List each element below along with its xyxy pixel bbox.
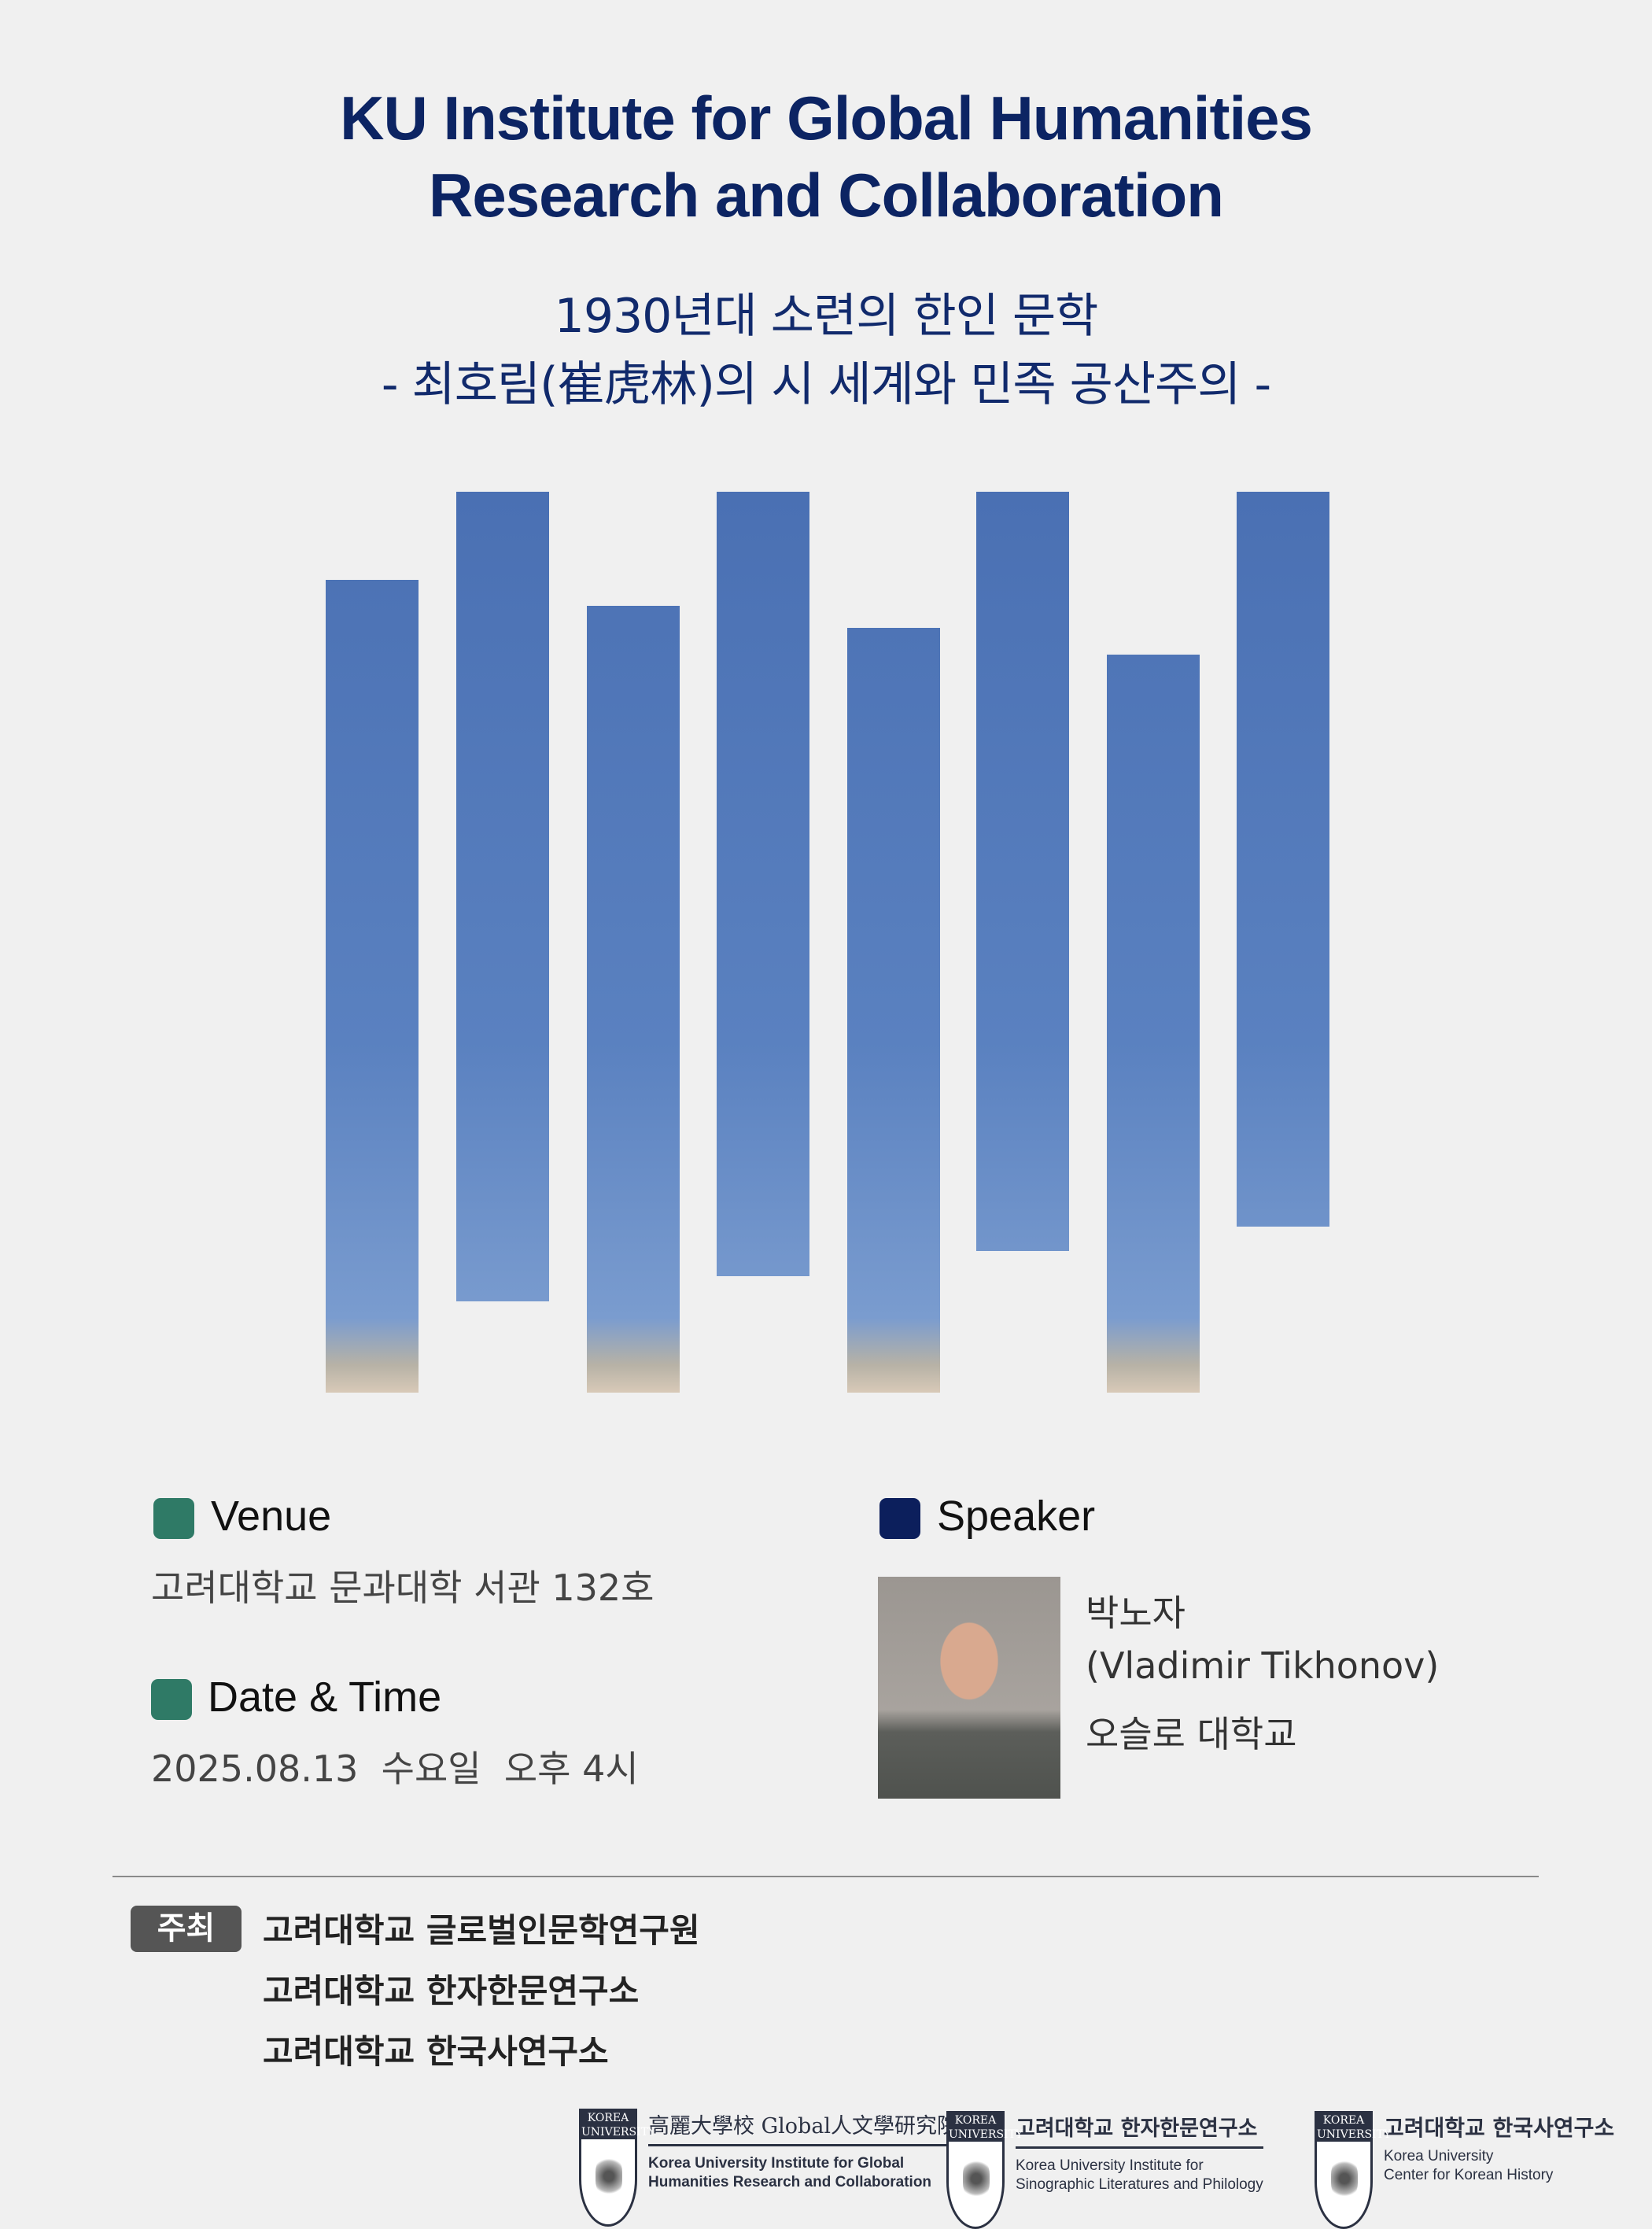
host-item: 고려대학교 한자한문연구소 [263, 1972, 640, 2010]
logo-title: 高麗大學校 Global人文學研究院 [648, 2109, 959, 2146]
photo-strip [326, 580, 419, 1393]
korea-university-emblem-icon: KOREA UNIVERSITY [579, 2109, 655, 2227]
host-item: 고려대학교 글로벌인문학연구원 [263, 1911, 700, 1950]
logo-global-humanities: KOREA UNIVERSITY 高麗大學校 Global人文學研究院 Kore… [579, 2109, 959, 2227]
logo-english: Korea University Center for Korean Histor… [1384, 2148, 1554, 2183]
subtitle-line-2: - 최호림(崔虎林)의 시 세계와 민족 공산주의 - [381, 357, 1271, 412]
korea-university-emblem-icon: KOREA UNIVERSITY [946, 2111, 1023, 2229]
photo-strip [1237, 492, 1329, 1227]
speaker-marker [879, 1498, 920, 1539]
title-line-1: KU Institute for Global Humanities [340, 83, 1313, 153]
datetime-label: Date & Time [208, 1674, 442, 1721]
photo-strip [717, 492, 809, 1276]
datetime-marker [151, 1679, 192, 1720]
logo-korean-history: KOREA UNIVERSITY 고려대학교 한국사연구소 Korea Univ… [1315, 2111, 1614, 2229]
speaker-name-en: (Vladimir Tikhonov) [1086, 1644, 1440, 1687]
venue-value: 고려대학교 문과대학 서관 132호 [151, 1567, 655, 1609]
speaker-label: Speaker [937, 1493, 1096, 1540]
divider [112, 1876, 1539, 1877]
photo-strip [456, 492, 549, 1301]
venue-label: Venue [211, 1493, 332, 1540]
logo-sinographic: KOREA UNIVERSITY 고려대학교 한자한문연구소 Korea Uni… [946, 2111, 1263, 2229]
speaker-affiliation: 오슬로 대학교 [1086, 1713, 1297, 1755]
venue-marker [153, 1498, 194, 1539]
host-item: 고려대학교 한국사연구소 [263, 2032, 609, 2071]
speaker-name-ko: 박노자 [1086, 1592, 1186, 1634]
photo-strip [1107, 655, 1200, 1393]
photo-strip [587, 606, 680, 1393]
speaker-photo [878, 1577, 1060, 1799]
host-badge: 주최 [131, 1906, 242, 1952]
logo-title: 고려대학교 한자한문연구소 [1016, 2111, 1263, 2149]
logo-title: 고려대학교 한국사연구소 [1384, 2115, 1615, 2141]
photo-strip [847, 628, 940, 1393]
datetime-value: 2025.08.13 수요일 오후 4시 [151, 1747, 639, 1790]
logo-english: Korea University Institute for Sinographi… [1016, 2157, 1263, 2193]
logo-english: Korea University Institute for Global Hum… [648, 2155, 932, 2190]
photo-strip [976, 492, 1069, 1251]
korea-university-emblem-icon: KOREA UNIVERSITY [1315, 2111, 1391, 2229]
subtitle-line-1: 1930년대 소련의 한인 문학 [554, 289, 1099, 344]
title-line-2: Research and Collaboration [429, 161, 1224, 230]
